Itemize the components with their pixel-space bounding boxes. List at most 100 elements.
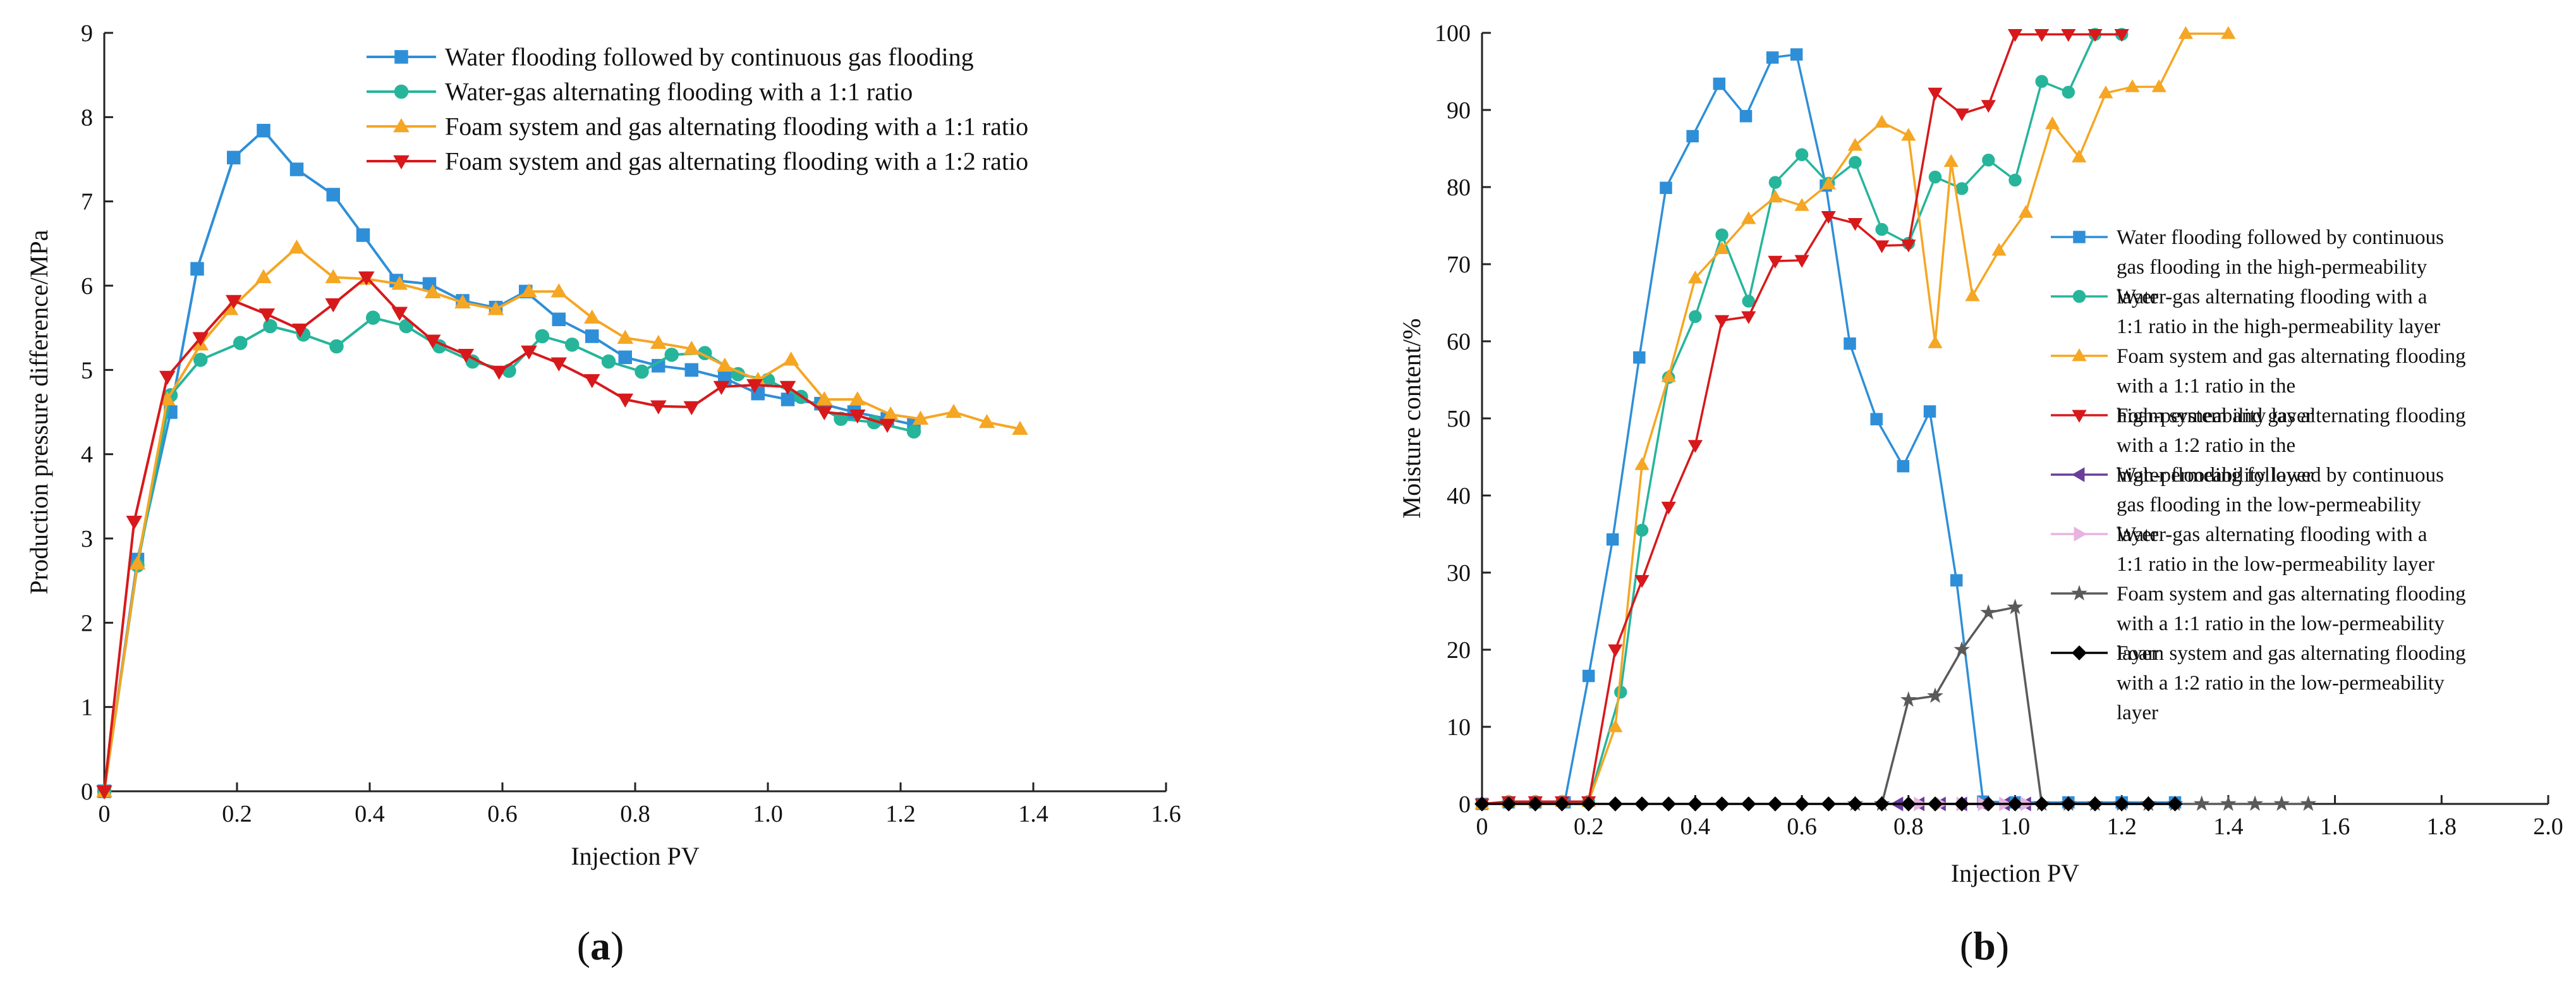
data-point <box>1633 351 1646 364</box>
data-point <box>2151 79 2166 92</box>
data-point <box>424 334 441 349</box>
data-point <box>1768 189 1783 203</box>
data-point <box>1928 170 1942 184</box>
data-point <box>458 349 475 363</box>
data-point <box>1608 719 1623 733</box>
y-tick-label: 0 <box>1459 791 1471 818</box>
data-point <box>2221 26 2236 39</box>
data-point <box>1847 138 1863 151</box>
x-tick-label: 2.0 <box>2533 813 2563 840</box>
legend-swatch-marker <box>2072 410 2087 423</box>
data-point <box>584 309 600 324</box>
data-point <box>325 298 342 313</box>
x-tick-label: 1.2 <box>2106 813 2137 840</box>
y-tick-label: 60 <box>1447 329 1471 355</box>
data-point <box>292 324 308 338</box>
y-tick-label: 100 <box>1435 20 1471 47</box>
data-point <box>1768 176 1782 189</box>
series-line <box>103 246 1021 792</box>
data-point <box>1980 604 1997 620</box>
data-point <box>1849 155 1862 169</box>
data-point <box>713 380 730 396</box>
data-point <box>190 262 204 276</box>
x-tick-label: 1.2 <box>885 801 916 827</box>
x-tick-label: 1.4 <box>1018 801 1048 827</box>
data-point <box>1821 176 1836 190</box>
x-axis-label: Injection PV <box>1951 859 2079 887</box>
data-point <box>126 516 143 530</box>
legend-label: Foam system and gas alternating flooding… <box>2117 583 2466 665</box>
data-point <box>1844 337 1856 350</box>
x-tick-label: 0 <box>1476 813 1488 840</box>
data-point <box>2007 599 2024 614</box>
data-point <box>2018 205 2033 218</box>
data-point <box>2125 79 2140 92</box>
data-point <box>193 353 208 367</box>
data-point <box>779 380 796 396</box>
legend-item: Water flooding followed by continuous gas… <box>2051 226 2444 308</box>
data-point <box>258 308 276 323</box>
data-point <box>1965 288 1980 301</box>
data-point <box>2220 795 2237 811</box>
data-point <box>1012 420 1028 435</box>
data-point <box>550 357 568 372</box>
x-axis-label: Injection PV <box>571 842 699 870</box>
data-point <box>1661 796 1677 812</box>
data-point <box>849 410 866 424</box>
x-tick-label: 0.8 <box>1893 813 1924 840</box>
data-point <box>650 400 667 415</box>
data-point <box>326 188 340 202</box>
legend-swatch-marker <box>393 155 410 170</box>
data-point <box>2044 116 2060 130</box>
data-point <box>226 295 242 310</box>
y-tick-label: 6 <box>81 273 93 300</box>
legend-swatch-marker <box>2074 526 2087 542</box>
data-point <box>1714 315 1730 328</box>
data-point <box>2167 796 2183 812</box>
data-point <box>834 411 848 426</box>
legend: Water flooding followed by continuous ga… <box>367 43 1028 176</box>
legend-label: Water-gas alternating flooding with a 1:1… <box>2117 286 2440 338</box>
y-tick-label: 70 <box>1447 252 1471 278</box>
data-point <box>257 123 270 138</box>
y-tick-label: 1 <box>81 695 93 721</box>
x-tick-label: 1.4 <box>2213 813 2244 840</box>
data-point <box>635 364 649 379</box>
legend-label: Water flooding followed by continuous ga… <box>445 43 974 71</box>
x-tick-label: 1.8 <box>2427 813 2457 840</box>
legend-label: Foam system and gas alternating flooding… <box>445 112 1028 141</box>
y-tick-label: 5 <box>81 357 93 384</box>
data-point <box>1606 533 1619 546</box>
legend-label: Water flooding followed by continuous gas… <box>2117 226 2444 308</box>
data-point <box>1897 459 1910 473</box>
legend-label: Foam system and gas alternating flooding… <box>2117 345 2466 427</box>
data-point <box>1742 295 1755 308</box>
data-point <box>1687 440 1703 453</box>
data-point <box>521 345 537 360</box>
data-point <box>1901 240 1916 253</box>
legend-swatch-marker <box>2072 289 2086 303</box>
data-point <box>1689 310 1702 324</box>
data-point <box>552 312 566 327</box>
data-point <box>1608 796 1623 812</box>
data-point <box>1687 271 1703 284</box>
data-point <box>1713 77 1726 90</box>
data-point <box>487 301 504 315</box>
data-point <box>1614 685 1627 699</box>
data-point <box>358 271 375 286</box>
data-point <box>2178 26 2194 39</box>
data-point <box>617 329 634 344</box>
data-point <box>585 329 599 343</box>
legend-swatch-marker <box>2071 585 2087 600</box>
data-point <box>1870 413 1883 425</box>
data-point <box>366 310 380 325</box>
data-point <box>2008 173 2022 187</box>
data-point <box>2247 795 2263 811</box>
data-point <box>1874 114 1890 128</box>
data-point <box>1581 796 1596 812</box>
data-point <box>1900 691 1917 707</box>
data-point <box>849 391 866 406</box>
legend-item: Foam system and gas alternating flooding… <box>2051 345 2466 427</box>
data-point <box>816 391 833 406</box>
x-tick-label: 0.6 <box>487 801 518 827</box>
